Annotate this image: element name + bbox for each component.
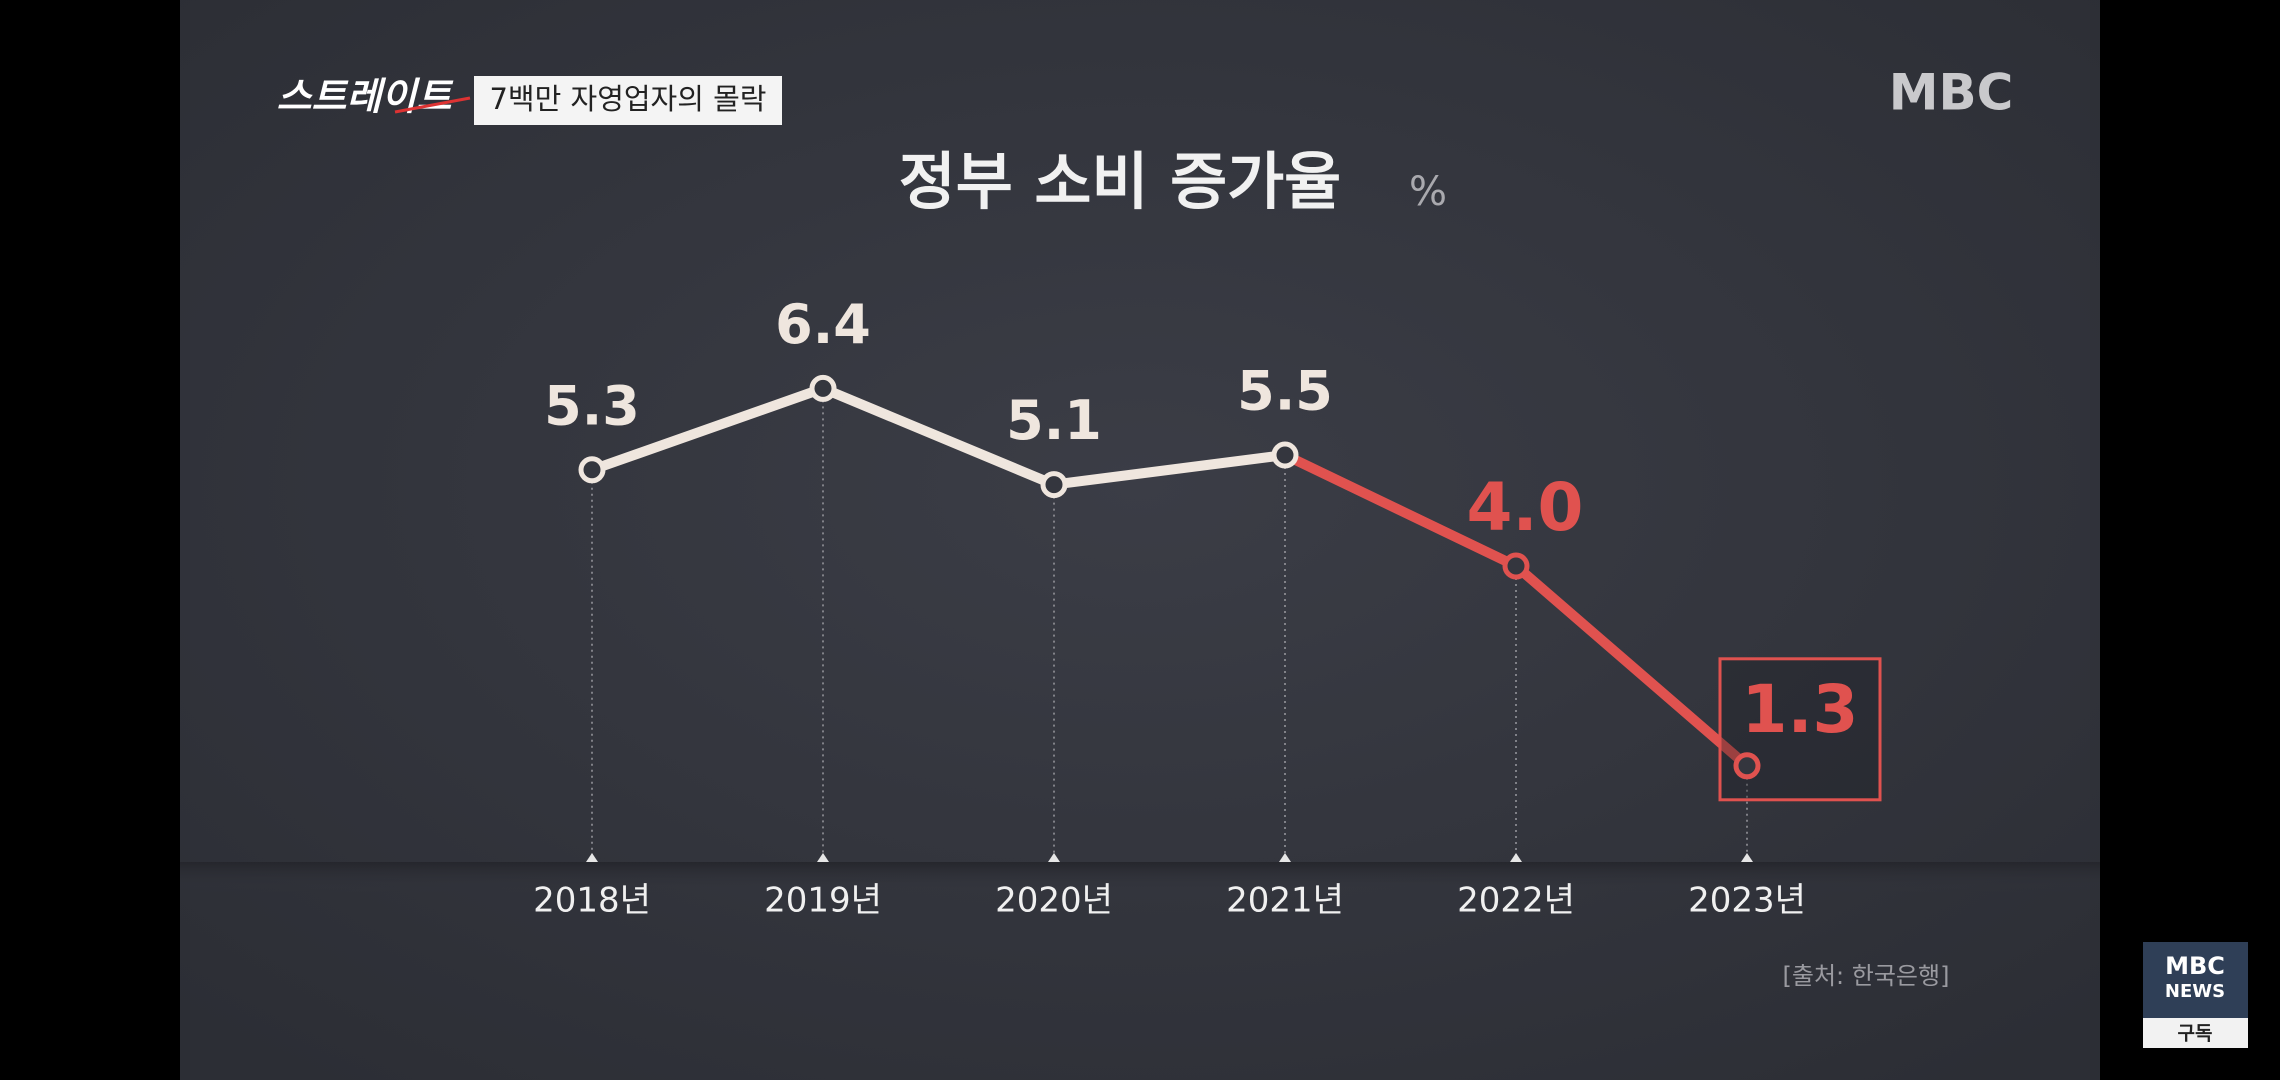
baseline-tick (1279, 853, 1291, 862)
line-segment (818, 383, 1059, 490)
broadcaster-logo: MBC (1889, 64, 2014, 122)
value-label: 1.3 (1742, 671, 1859, 748)
value-label: 5.3 (544, 374, 640, 437)
line-segment (1511, 561, 1752, 771)
data-point (1502, 552, 1530, 580)
baseline-tick (586, 853, 598, 862)
baseline-band (180, 862, 2100, 892)
chart-title: 정부 소비 증가율 (899, 145, 1341, 218)
value-label: 5.1 (1006, 389, 1102, 452)
program-logo: 스트레이트 (277, 75, 455, 119)
x-tick-label: 2019년 (764, 881, 882, 921)
baseline-tick (1510, 853, 1522, 862)
baseline-tick (1048, 853, 1060, 862)
subscribe-badge[interactable] (2143, 942, 2248, 1018)
logo-accent (394, 96, 471, 114)
episode-box (474, 76, 782, 125)
line-segment (1280, 450, 1521, 571)
x-tick-label: 2023년 (1688, 881, 1806, 921)
source-note: [출처: 한국은행] (1783, 962, 1950, 990)
background (180, 0, 2100, 1080)
value-label: 6.4 (775, 293, 871, 356)
subscribe-label[interactable]: 구독 (2178, 1023, 2213, 1045)
line-segment (587, 383, 828, 475)
x-tick-label: 2020년 (995, 881, 1113, 921)
chart-unit: % (1409, 169, 1447, 215)
subscribe-line1[interactable]: MBC (2165, 952, 2225, 980)
data-point (1040, 471, 1068, 499)
data-point (1733, 752, 1761, 780)
value-label: 4.0 (1467, 469, 1584, 546)
x-tick-label: 2018년 (533, 881, 651, 921)
subscribe-line2[interactable]: NEWS (2165, 981, 2225, 1002)
data-point (578, 456, 606, 484)
baseline-tick (1741, 853, 1753, 862)
subscribe-strip[interactable] (2143, 1018, 2248, 1048)
x-tick-label: 2022년 (1457, 881, 1575, 921)
plot: 2018년 2019년 2020년 2021년 2022년 2023년 5.3 6.4 5.1 5… (533, 293, 1882, 921)
baseline-tick (817, 853, 829, 862)
value-label: 5.5 (1237, 360, 1333, 423)
episode-title: 7백만 자영업자의 몰락 (489, 82, 766, 116)
x-tick-label: 2021년 (1226, 881, 1344, 921)
data-point (1271, 441, 1299, 469)
subscribe-button[interactable]: MBC NEWS 구독 (2143, 942, 2248, 1048)
data-point (809, 374, 837, 402)
line-segment (1049, 450, 1290, 490)
